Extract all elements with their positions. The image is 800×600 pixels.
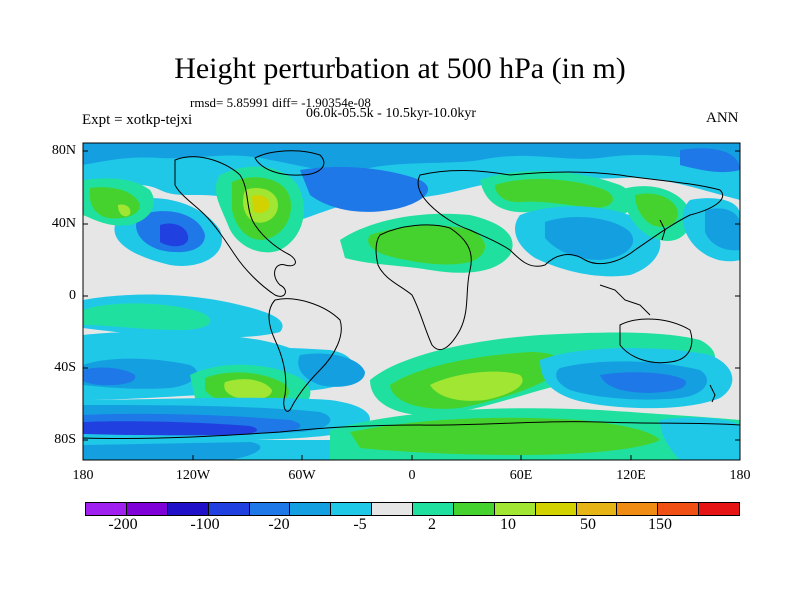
lon-label: 120W: [175, 468, 211, 483]
colorbar-swatch: [453, 503, 495, 515]
colorbar-label: -5: [353, 516, 367, 533]
coastline: [417, 170, 723, 267]
lon-label: 60W: [288, 468, 316, 483]
colorbar: [85, 502, 740, 516]
colorbar-swatch: [86, 503, 127, 515]
field-region: [705, 208, 740, 251]
colorbar-swatch: [167, 503, 209, 515]
coastline: [375, 224, 472, 350]
colorbar-swatch: [290, 503, 332, 515]
coastline: [709, 384, 716, 403]
field-layer: [83, 143, 740, 460]
field-region: [83, 143, 740, 172]
lat-label: 0: [69, 288, 76, 303]
coastline: [599, 284, 651, 316]
field-region: [350, 417, 660, 455]
field-region: [83, 421, 258, 436]
field-region: [600, 372, 686, 393]
rmsd-diff-stats: rmsd= 5.85991 diff= -1.90354e-08: [190, 95, 371, 110]
colorbar-label: 10: [500, 516, 516, 533]
colorbar-swatch: [658, 503, 700, 515]
colorbar-swatch: [249, 503, 291, 515]
lat-label: 40S: [54, 360, 76, 375]
field-region: [300, 167, 429, 212]
lat-label: 80S: [54, 432, 76, 447]
axis-ticks: [82, 150, 741, 460]
coastline: [174, 156, 296, 297]
colorbar-label: 50: [580, 516, 596, 533]
colorbar-label: -100: [190, 516, 220, 533]
colorbar-swatch: [535, 503, 577, 515]
colorbar-label: 150: [648, 516, 672, 533]
colorbar-swatch: [413, 503, 454, 515]
colorbar-swatch: [372, 503, 413, 515]
field-region: [252, 195, 270, 214]
lon-label: 180: [72, 468, 94, 483]
colorbar-swatch: [331, 503, 373, 515]
field-region: [118, 204, 131, 217]
coastline: [619, 318, 693, 364]
field-region: [495, 178, 613, 208]
field-region: [660, 417, 740, 460]
colorbar-swatch: [126, 503, 168, 515]
lon-label: 120E: [616, 468, 646, 483]
field-region: [298, 353, 365, 387]
lon-label: 0: [408, 468, 416, 483]
colorbar-label: -200: [108, 516, 138, 533]
map-title: Height perturbation at 500 hPa (in m): [174, 52, 626, 85]
colorbar-swatch: [208, 503, 250, 515]
field-region: [430, 371, 523, 401]
colorbar-swatch: [617, 503, 659, 515]
lat-label: 40N: [51, 216, 76, 231]
field-region: [83, 303, 211, 330]
coastline: [268, 298, 342, 412]
period-label: 06.0k-05.5k - 10.5kyr-10.0kyr: [306, 106, 477, 121]
season-label: ANN: [706, 110, 739, 126]
colorbar-swatch: [576, 503, 618, 515]
field-region: [368, 225, 485, 265]
field-region: [83, 442, 261, 460]
field-region: [680, 148, 740, 173]
colorbar-label: 2: [428, 516, 436, 533]
field-region: [635, 193, 678, 227]
experiment-label: Expt = xotkp-tejxi: [82, 112, 193, 128]
field-region: [83, 367, 136, 386]
colorbar-swatch: [494, 503, 536, 515]
field-region: [160, 223, 189, 247]
lon-label: 180: [729, 468, 751, 483]
coastline: [83, 421, 740, 440]
coastline: [659, 219, 666, 241]
colorbar-label: -20: [268, 516, 290, 533]
colorbar-swatch: [699, 503, 739, 515]
coastline: [254, 150, 325, 176]
lat-label: 80N: [51, 143, 76, 158]
field-region: [224, 379, 272, 400]
coastlines: [83, 150, 740, 440]
field-region: [545, 217, 634, 260]
lon-label: 60E: [509, 468, 533, 483]
